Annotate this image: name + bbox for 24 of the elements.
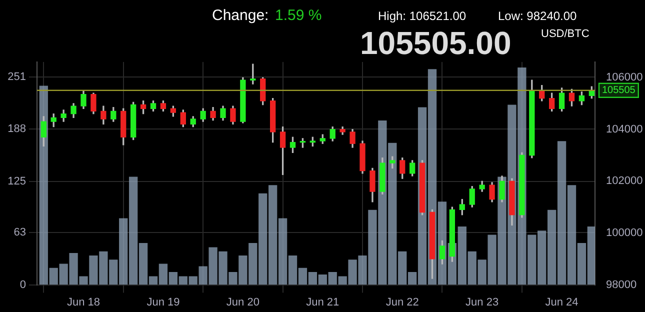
- ref-line-label: 105505: [602, 85, 636, 96]
- x-tick-label: Jun 18: [66, 296, 100, 308]
- text: 105505.00: [360, 25, 512, 61]
- y2-tick-label: 98000: [606, 278, 637, 291]
- y-tick-label: 125: [8, 175, 26, 188]
- y2-tick-label: 102000: [606, 175, 643, 188]
- text: Low: 98240.00: [498, 9, 577, 23]
- x-tick-label: Jun 22: [386, 296, 419, 308]
- text: High: 106521.00: [378, 9, 466, 23]
- x-tick-label: Jun 20: [226, 296, 260, 308]
- y2-tick-label: 106000: [606, 72, 643, 84]
- text: Change:: [212, 7, 269, 24]
- x-tick-label: Jun 19: [146, 296, 180, 308]
- x-tick-label: Jun 21: [306, 296, 340, 308]
- y-tick-label: 188: [8, 123, 26, 136]
- y-tick-label: 0: [20, 278, 26, 291]
- text: 1.59 %: [275, 7, 322, 24]
- y-tick-label: 251: [8, 70, 26, 83]
- x-tick-label: Jun 24: [545, 296, 578, 308]
- text: USD/BTC: [541, 28, 590, 40]
- y2-tick-label: 104000: [606, 123, 643, 136]
- x-tick-label: Jun 23: [466, 296, 499, 308]
- y-tick-label: 63: [14, 226, 26, 239]
- y2-tick-label: 100000: [606, 227, 643, 240]
